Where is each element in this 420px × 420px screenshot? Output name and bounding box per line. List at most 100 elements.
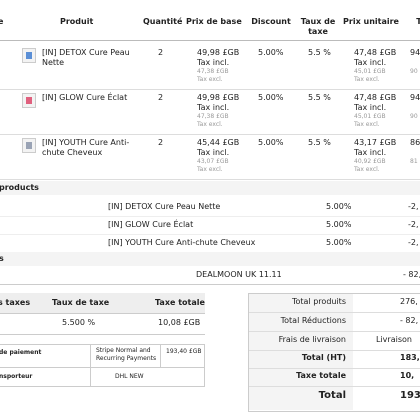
total-incl: 94,: [410, 93, 420, 102]
tax-rate: 5.5 %: [308, 48, 331, 57]
divider: [0, 284, 420, 285]
discount-amount: -2,: [408, 202, 419, 211]
divider: [0, 134, 420, 135]
payment-amount: 193,40 £GB: [166, 348, 202, 355]
quantity: 2: [158, 93, 164, 102]
price-incl-label: Tax incl.: [197, 103, 230, 112]
product-thumbnail: [22, 138, 36, 153]
divider: [0, 40, 420, 41]
divider: [0, 216, 420, 217]
cell-divider: [160, 344, 161, 367]
divider: [0, 179, 420, 180]
price-incl: 43,17 £GB: [354, 138, 397, 147]
total-label: Total (HT): [301, 353, 346, 362]
divider: [249, 368, 420, 369]
total-value: - 82,: [400, 316, 419, 325]
carrier-label: nsporteur: [0, 373, 33, 380]
price-excl-label: Tax excl.: [197, 121, 223, 128]
discount-rate: 5.00%: [326, 220, 352, 229]
price-excl: 47,38 £GB: [197, 68, 229, 75]
cell-divider: [90, 344, 91, 386]
tax-table-header: [0, 293, 205, 313]
quantity: 2: [158, 138, 164, 147]
total-label: Taxe totale: [296, 371, 346, 380]
total-value: 183,: [400, 353, 420, 362]
divider: [0, 313, 205, 314]
price-excl: 45,01 £GB: [354, 68, 386, 75]
discount: 5.00%: [258, 93, 284, 102]
total-incl: 86,: [410, 138, 420, 147]
column-header: e: [0, 17, 4, 26]
divider: [249, 350, 420, 351]
price-incl-label: Tax incl.: [354, 103, 387, 112]
total-excl: 90: [410, 68, 418, 75]
total-excl: 90: [410, 113, 418, 120]
tax-total: 10,08 £GB: [158, 318, 201, 327]
tax-header: Taxe totale: [155, 298, 205, 307]
price-excl-label: Tax excl.: [354, 121, 380, 128]
price-incl-label: Tax incl.: [354, 148, 387, 157]
quantity: 2: [158, 48, 164, 57]
tax-header: s taxes: [0, 298, 31, 307]
product-name: [IN] GLOW Cure Éclat: [42, 93, 128, 102]
price-excl-label: Tax excl.: [197, 76, 223, 83]
discount-amount: -2,: [408, 220, 419, 229]
divider: [249, 386, 420, 387]
discount: 5.00%: [258, 48, 284, 57]
divider: [249, 312, 420, 313]
price-incl: 49,98 £GB: [197, 48, 240, 57]
section-header: [0, 252, 420, 266]
divider: [0, 367, 205, 368]
total-incl: 94,: [410, 48, 420, 57]
discount-product: [IN] YOUTH Cure Anti-chute Cheveux: [108, 238, 256, 247]
price-excl-label: Tax excl.: [354, 76, 380, 83]
section-title: s: [0, 254, 4, 263]
tax-rate: 5.5 %: [308, 93, 331, 102]
divider: [0, 234, 420, 235]
price-incl: 47,48 £GB: [354, 48, 397, 57]
total-value: 276,: [400, 297, 418, 306]
discount-rate: 5.00%: [326, 238, 352, 247]
price-excl-label: Tax excl.: [354, 166, 380, 173]
total-label: Total: [318, 390, 346, 401]
discount-product: [IN] GLOW Cure Éclat: [108, 220, 194, 229]
carrier-name: DHL NEW: [115, 373, 144, 380]
price-excl: 47,38 £GB: [197, 113, 229, 120]
discount-product: [IN] DETOX Cure Peau Nette: [108, 202, 221, 211]
column-header: Produit: [60, 17, 94, 26]
price-excl: 45,01 £GB: [354, 113, 386, 120]
price-incl-label: Tax incl.: [197, 58, 230, 67]
product-thumbnail: [22, 48, 36, 63]
price-incl-label: Tax incl.: [354, 58, 387, 67]
total-value: 10,: [400, 371, 415, 380]
price-incl: 47,48 £GB: [354, 93, 397, 102]
section-title: products: [0, 183, 39, 192]
total-value: Livraison: [376, 335, 412, 344]
price-excl-label: Tax excl.: [197, 166, 223, 173]
total-excl: 81: [410, 158, 418, 165]
payment-method: Stripe Normal and Recurring Payments: [96, 347, 157, 362]
section-header: [0, 181, 420, 195]
divider: [249, 331, 420, 332]
discount-rate: 5.00%: [326, 202, 352, 211]
column-header: Discount: [251, 17, 291, 26]
discount: 5.00%: [258, 138, 284, 147]
price-incl-label: Tax incl.: [197, 148, 230, 157]
discount-amount: -2,: [408, 238, 419, 247]
voucher-amount: - 82,: [403, 270, 420, 279]
voucher-name: DEALMOON UK 11.11: [196, 270, 282, 279]
product-name: [IN] DETOX Cure Peau Nette: [42, 48, 130, 67]
price-excl: 43,07 £GB: [197, 158, 229, 165]
payment-label: de paiement: [0, 349, 42, 356]
column-header: Prix de base: [186, 17, 242, 26]
price-incl: 49,98 £GB: [197, 93, 240, 102]
divider: [0, 386, 205, 387]
column-header: Prix unitaire: [343, 17, 399, 26]
totals-label-column: [249, 294, 353, 410]
column-header: Taux de taxe: [300, 17, 336, 36]
divider: [0, 334, 205, 335]
column-header: Quantité: [143, 17, 183, 26]
tax-rate: 5.500 %: [62, 318, 96, 327]
total-label: Total Réductions: [280, 316, 346, 325]
